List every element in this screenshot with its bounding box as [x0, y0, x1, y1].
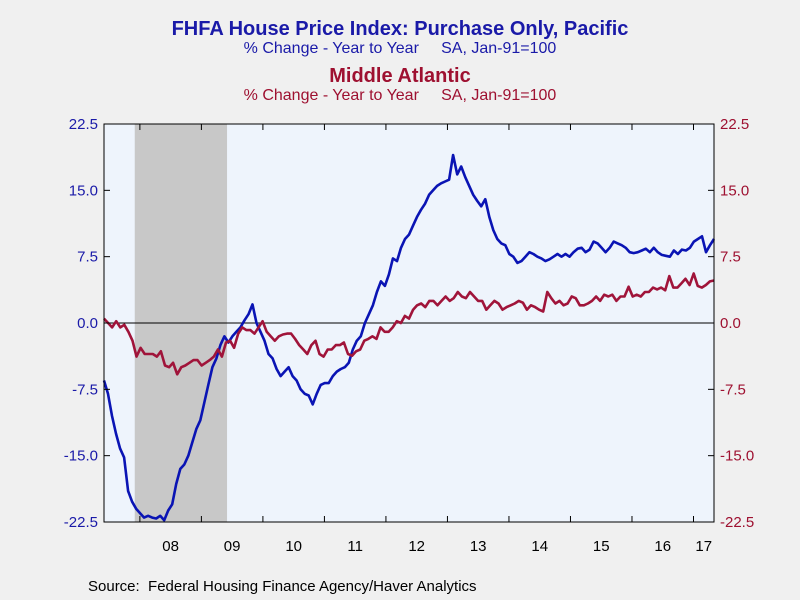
x-tick-label: 13 — [470, 538, 487, 555]
chart-title: FHFA House Price Index: Purchase Only, P… — [171, 18, 629, 40]
y-tick-label-right: 15.0 — [720, 182, 749, 199]
x-tick-label: 15 — [593, 538, 610, 555]
y-tick-label-left: 7.5 — [77, 249, 98, 266]
chart-subtitle: % Change - Year to Year SA, Jan-91=100 — [243, 40, 557, 57]
source-note: Source: Federal Housing Finance Agency/H… — [88, 578, 477, 595]
x-tick-label: 08 — [162, 538, 179, 555]
y-tick-label-left: 0.0 — [77, 315, 98, 332]
y-tick-label-right: 7.5 — [720, 249, 741, 266]
x-tick-label: 11 — [347, 538, 363, 555]
series-layer — [102, 153, 716, 522]
x-tick-label: 10 — [285, 538, 302, 555]
x-tick-label: 09 — [224, 538, 241, 555]
chart-title-secondary: Middle Atlantic — [329, 65, 471, 87]
y-tick-label-right: 0.0 — [720, 315, 741, 332]
y-tick-label-left: -22.5 — [64, 514, 98, 531]
x-tick-label: 16 — [654, 538, 671, 555]
series-line-pacific — [102, 153, 716, 522]
y-tick-label-right: -15.0 — [720, 448, 754, 465]
x-tick-label: 17 — [695, 538, 712, 555]
y-tick-label-left: 22.5 — [69, 116, 98, 133]
y-tick-label-left: -7.5 — [72, 381, 98, 398]
y-tick-label-right: 22.5 — [720, 116, 749, 133]
chart-subtitle-secondary: % Change - Year to Year SA, Jan-91=100 — [243, 87, 557, 104]
y-tick-label-right: -22.5 — [720, 514, 754, 531]
x-tick-label: 14 — [531, 538, 548, 555]
y-tick-label-left: -15.0 — [64, 448, 98, 465]
series-line-middle-atlantic — [103, 272, 715, 376]
y-tick-label-right: -7.5 — [720, 381, 746, 398]
y-tick-label-left: 15.0 — [69, 182, 98, 199]
x-tick-label: 12 — [408, 538, 425, 555]
axes: 22.5 15.0 7.5 0.0 -7.5 -15.0 -22.5 22.5 15.0 7.5 0… — [64, 116, 754, 555]
